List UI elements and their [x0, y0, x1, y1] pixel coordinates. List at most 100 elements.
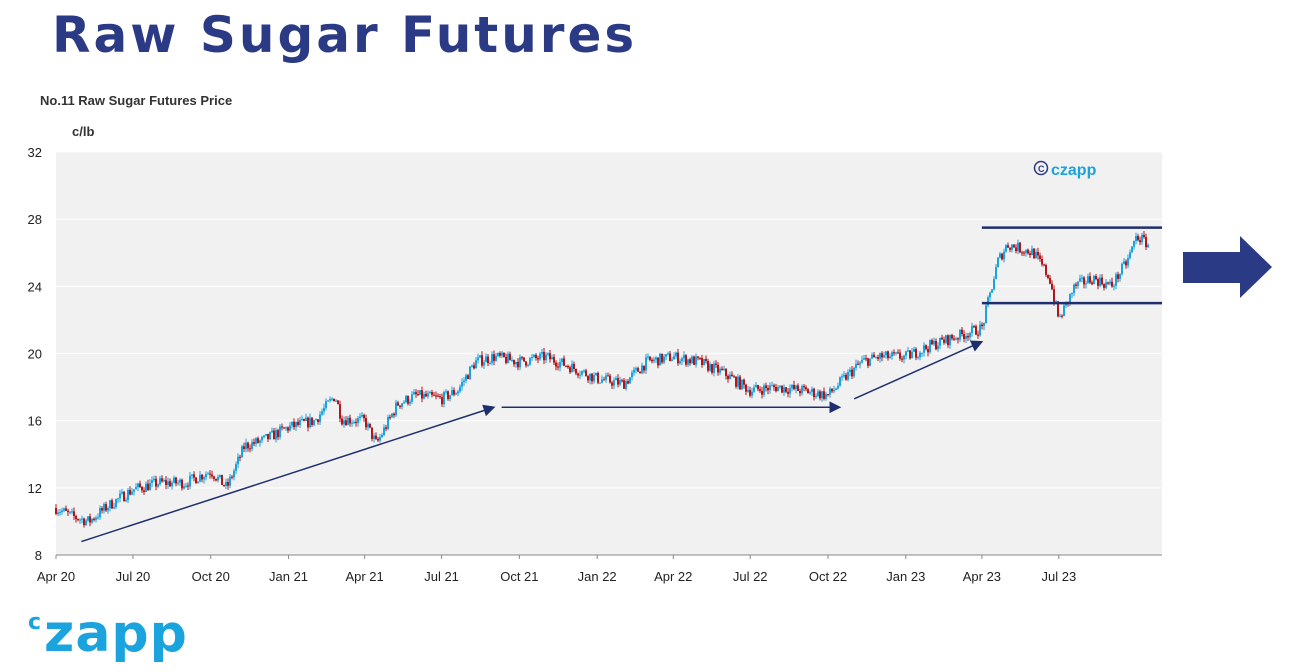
- price-candle: [59, 512, 61, 514]
- price-candle: [895, 352, 897, 354]
- price-candle: [1007, 245, 1009, 248]
- price-candle: [717, 364, 719, 373]
- price-candle: [313, 420, 315, 425]
- price-candle: [1105, 282, 1107, 288]
- price-candle: [75, 516, 77, 520]
- price-candle: [223, 484, 225, 486]
- price-candle: [135, 487, 137, 490]
- price-candle: [1089, 276, 1091, 283]
- price-candle: [889, 356, 891, 359]
- price-candle: [1027, 249, 1029, 254]
- price-candle: [217, 476, 219, 481]
- price-candle: [961, 329, 963, 334]
- price-candle: [1107, 282, 1109, 284]
- price-candle: [1095, 275, 1097, 280]
- price-candle: [477, 357, 479, 361]
- y-tick-label: 12: [28, 481, 42, 496]
- price-candle: [189, 475, 191, 487]
- price-candle: [81, 518, 83, 520]
- price-candle: [629, 377, 631, 384]
- price-candle: [143, 490, 145, 492]
- price-candle: [71, 511, 73, 513]
- price-candle: [487, 356, 489, 364]
- price-candle: [397, 402, 399, 406]
- price-candle: [409, 401, 411, 404]
- price-candle: [579, 374, 581, 376]
- price-candle: [765, 385, 767, 389]
- price-candle: [759, 389, 761, 391]
- price-candle: [837, 385, 839, 389]
- price-candle: [65, 508, 67, 511]
- price-candle: [425, 393, 427, 397]
- price-candle: [501, 352, 503, 356]
- price-candle: [695, 356, 697, 365]
- price-candle: [1145, 237, 1147, 248]
- price-candle: [225, 482, 227, 486]
- x-tick-label: Apr 23: [963, 569, 1001, 584]
- price-candle: [145, 483, 147, 492]
- price-candle: [201, 474, 203, 480]
- price-candle: [213, 476, 215, 479]
- price-candle: [595, 372, 597, 376]
- price-candle: [721, 368, 723, 370]
- price-candle: [651, 359, 653, 362]
- price-candle: [1019, 242, 1021, 253]
- price-candle: [963, 333, 965, 339]
- price-candle: [877, 357, 879, 359]
- price-candle: [177, 482, 179, 484]
- price-candle: [911, 351, 913, 359]
- price-candle: [457, 391, 459, 394]
- price-candle: [1131, 246, 1133, 253]
- price-candle: [295, 421, 297, 428]
- price-candle: [157, 484, 159, 487]
- price-candle: [755, 385, 757, 388]
- price-candle: [429, 392, 431, 394]
- price-candle: [707, 360, 709, 371]
- price-candle: [793, 384, 795, 390]
- price-candle: [667, 353, 669, 355]
- price-candle: [1061, 315, 1063, 317]
- price-candle: [797, 385, 799, 391]
- price-candle: [359, 416, 361, 419]
- price-candle: [855, 363, 857, 369]
- price-candle: [943, 339, 945, 343]
- price-candle: [95, 517, 97, 520]
- price-candle: [779, 385, 781, 387]
- x-axis-ticks: Apr 20 Jul 20 Oct 20 Jan 21 Apr 21 Jul 21 Oct …: [37, 554, 1162, 584]
- price-candle: [957, 338, 959, 340]
- price-candle: [537, 358, 539, 360]
- watermark: C czapp: [1033, 160, 1097, 179]
- price-candle: [461, 381, 463, 387]
- price-candle: [1137, 236, 1139, 241]
- price-candle: [689, 359, 691, 364]
- price-candle: [787, 391, 789, 394]
- price-candle: [303, 419, 305, 421]
- price-candle: [87, 516, 89, 521]
- price-candle: [1097, 279, 1099, 286]
- price-candle: [767, 388, 769, 391]
- price-candle: [173, 477, 175, 483]
- price-candle: [1121, 263, 1123, 275]
- price-candle: [753, 387, 755, 392]
- price-candle: [315, 419, 317, 421]
- price-candle: [589, 373, 591, 381]
- price-candle: [1139, 240, 1141, 243]
- price-candle: [1003, 251, 1005, 260]
- y-axis-unit: c/lb: [72, 124, 95, 139]
- price-candle: [193, 474, 195, 478]
- price-candle: [467, 375, 469, 380]
- price-candle: [917, 357, 919, 359]
- price-candle: [559, 362, 561, 368]
- price-candle: [1057, 301, 1059, 317]
- price-candle: [641, 365, 643, 374]
- price-candle: [735, 376, 737, 387]
- price-candle: [975, 326, 977, 335]
- price-candle: [845, 374, 847, 380]
- price-candle: [811, 388, 813, 392]
- price-candle: [881, 353, 883, 358]
- price-candle: [209, 473, 211, 475]
- price-candle: [233, 470, 235, 478]
- price-candle: [451, 390, 453, 396]
- price-candle: [903, 355, 905, 360]
- price-candle: [679, 361, 681, 364]
